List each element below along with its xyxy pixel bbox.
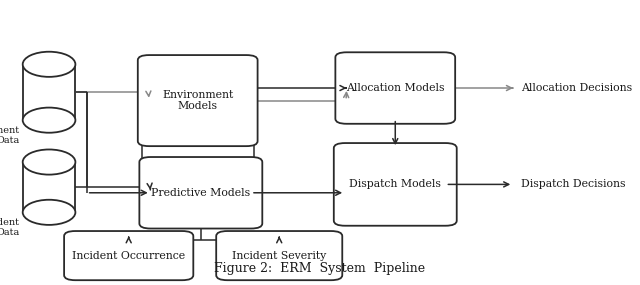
- Text: Allocation Decisions: Allocation Decisions: [521, 83, 632, 93]
- Ellipse shape: [22, 108, 76, 133]
- Text: Figure 2:  ERM  System  Pipeline: Figure 2: ERM System Pipeline: [214, 262, 426, 275]
- Text: Environment
Data: Environment Data: [0, 126, 20, 145]
- FancyBboxPatch shape: [216, 231, 342, 280]
- Ellipse shape: [22, 200, 76, 225]
- Text: Environment
Models: Environment Models: [162, 90, 234, 111]
- FancyBboxPatch shape: [22, 162, 76, 212]
- FancyBboxPatch shape: [64, 231, 193, 280]
- Text: Incident
Data: Incident Data: [0, 218, 20, 237]
- FancyBboxPatch shape: [138, 55, 257, 146]
- FancyBboxPatch shape: [334, 143, 457, 226]
- Text: Dispatch Models: Dispatch Models: [349, 179, 441, 190]
- Text: Predictive Models: Predictive Models: [151, 188, 250, 198]
- Text: Dispatch Decisions: Dispatch Decisions: [521, 179, 625, 190]
- Text: Allocation Models: Allocation Models: [346, 83, 445, 93]
- FancyBboxPatch shape: [335, 52, 455, 124]
- Text: Incident Severity: Incident Severity: [232, 251, 326, 260]
- Ellipse shape: [22, 149, 76, 175]
- Ellipse shape: [22, 52, 76, 77]
- FancyBboxPatch shape: [140, 157, 262, 229]
- Text: Incident Occurrence: Incident Occurrence: [72, 251, 185, 260]
- FancyBboxPatch shape: [22, 64, 76, 120]
